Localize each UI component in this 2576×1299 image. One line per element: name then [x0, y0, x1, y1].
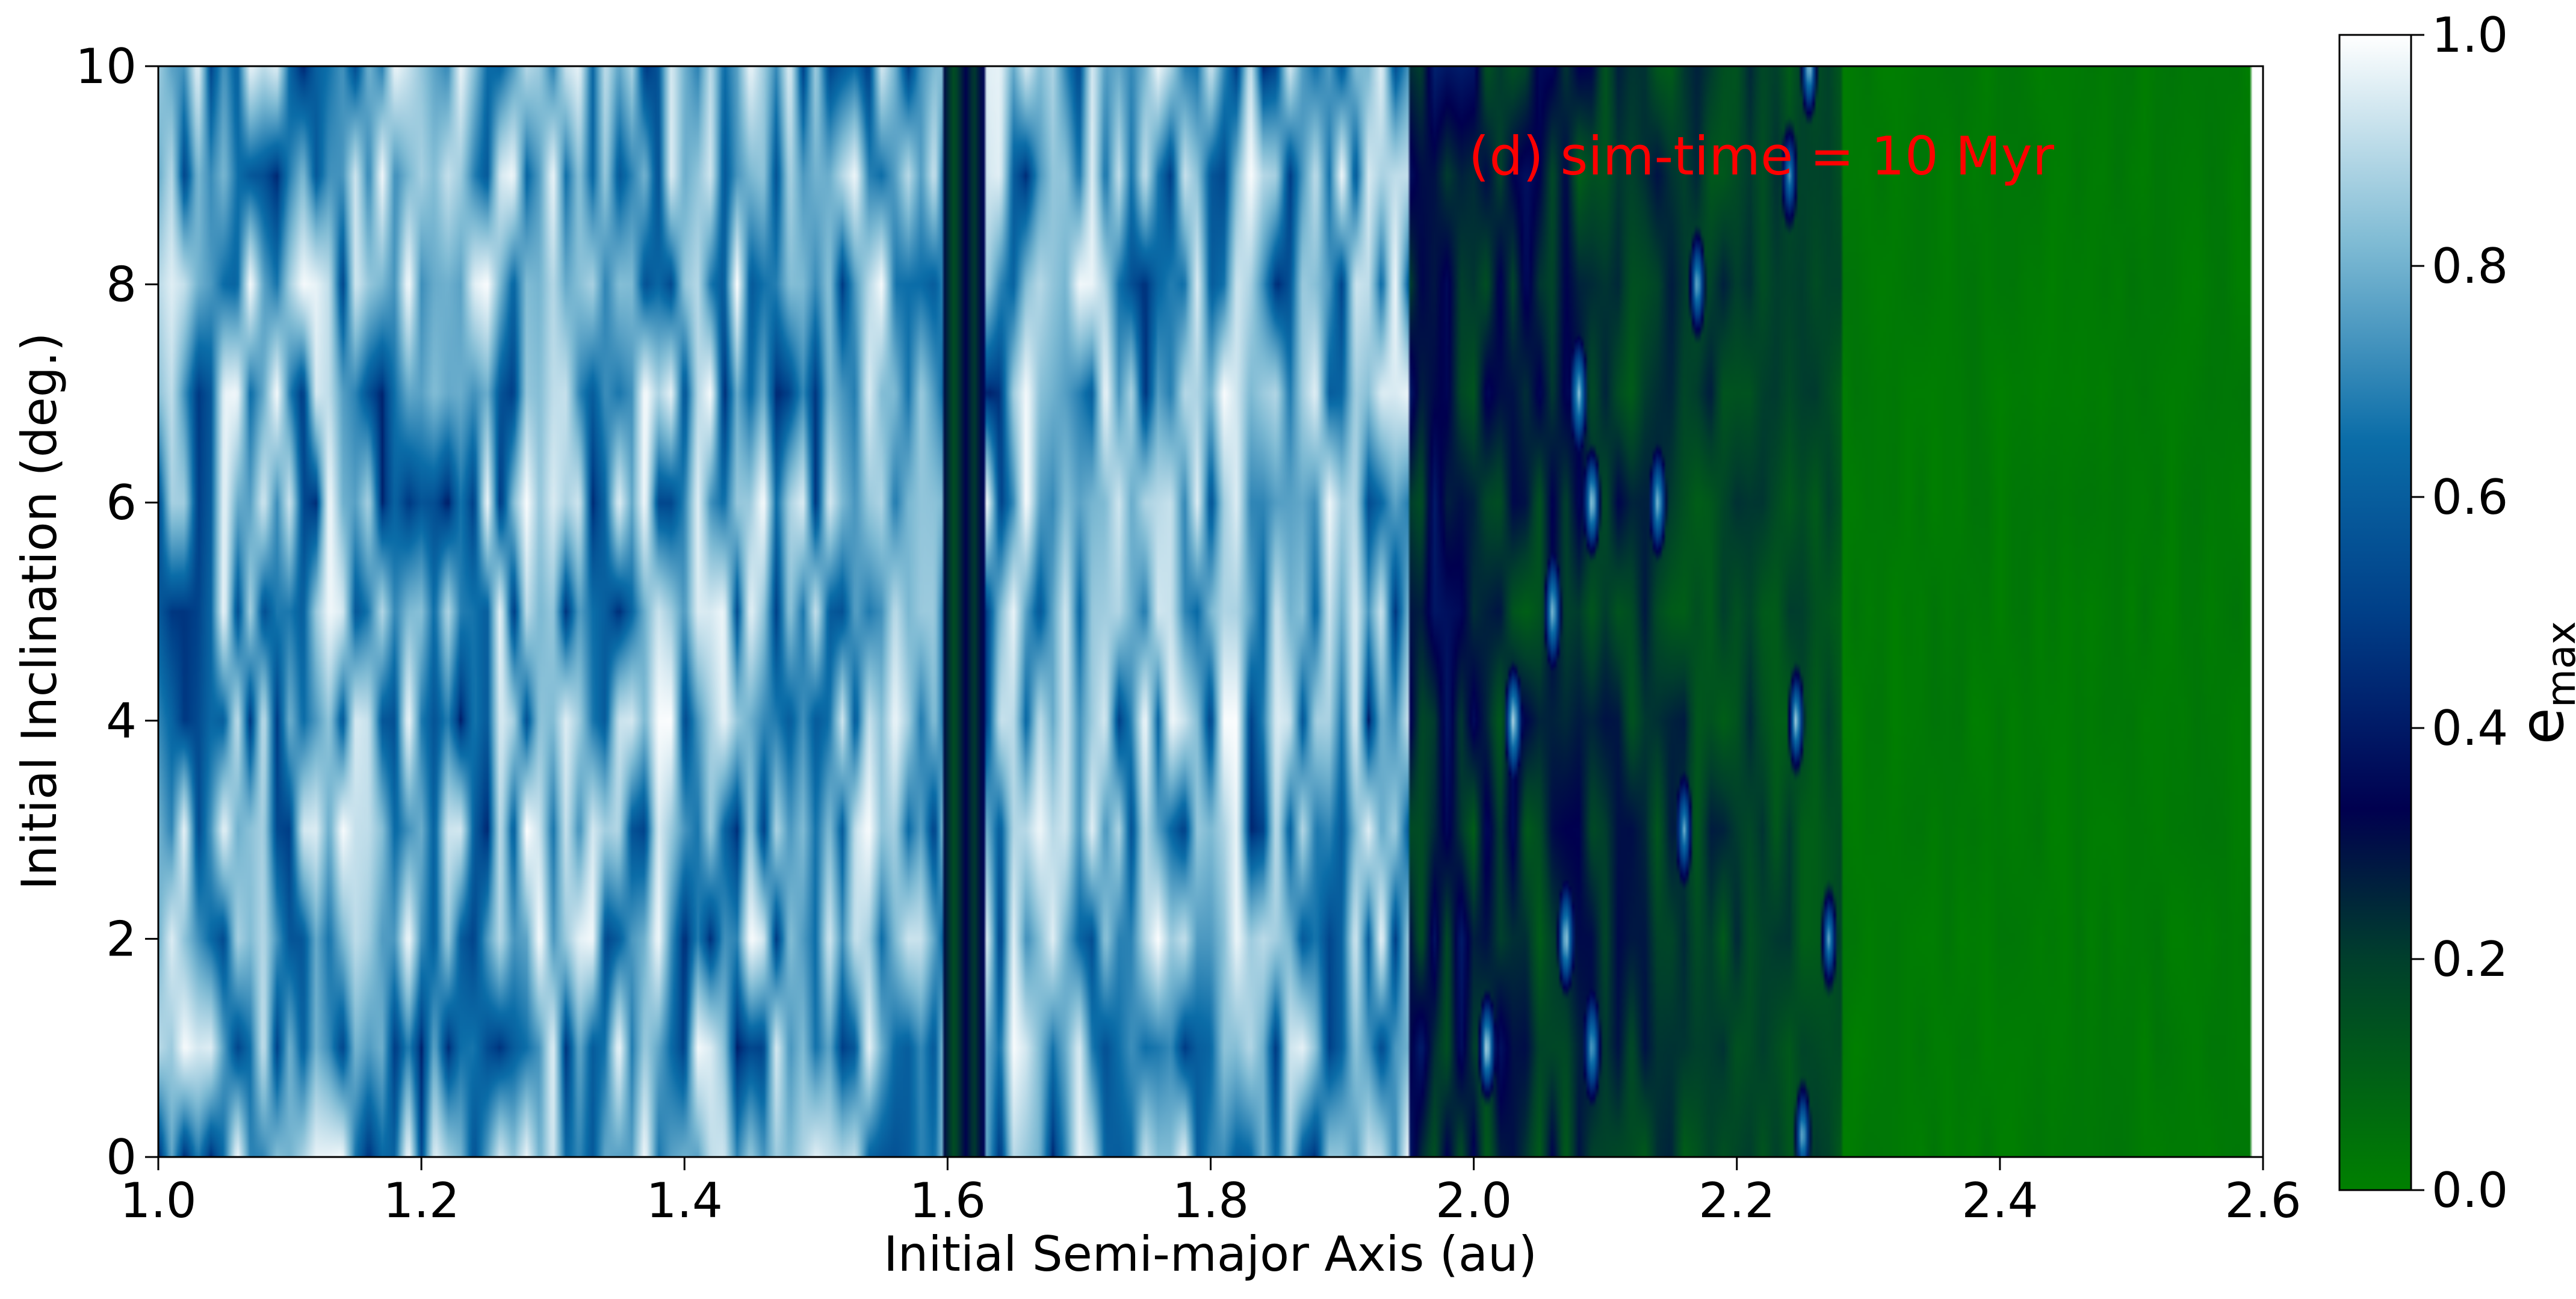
x-tick-label: 2.4: [1961, 1173, 2038, 1229]
colorbar-tick-label: 0.2: [2432, 931, 2508, 987]
x-axis-label: Initial Semi-major Axis (au): [884, 1226, 1537, 1282]
x-tick-label: 1.8: [1172, 1173, 1249, 1229]
colorbar-tick-label: 0.4: [2432, 700, 2508, 756]
x-axis-ticks: 1.0 1.2 1.4 1.6 1.8 2.0 2.2 2.4 2.6: [120, 1157, 2302, 1229]
y-tick-label: 8: [106, 257, 137, 313]
x-tick-label: 2.0: [1435, 1173, 1512, 1229]
colorbar-tick-label: 0.6: [2432, 469, 2508, 525]
y-tick-label: 0: [106, 1129, 137, 1185]
panel-annotation: (d) sim-time = 10 Myr: [1469, 125, 2055, 187]
y-tick-label: 2: [106, 911, 137, 967]
x-tick-label: 1.6: [909, 1173, 986, 1229]
colorbar-ticks: 0.0 0.2 0.4 0.6 0.8 1.0: [2411, 7, 2508, 1218]
colorbar-tick-label: 0.0: [2432, 1162, 2508, 1218]
x-tick-label: 1.2: [383, 1173, 460, 1229]
colorbar-label-sub: max: [2538, 621, 2576, 708]
colorbar-label-main: e: [2507, 708, 2576, 745]
y-tick-label: 10: [75, 39, 137, 94]
x-tick-label: 1.0: [120, 1173, 196, 1229]
y-tick-label: 4: [106, 693, 137, 749]
x-tick-label: 2.2: [1698, 1173, 1775, 1229]
y-axis-ticks: 0 2 4 6 8 10: [75, 39, 158, 1185]
colorbar-tick-label: 1.0: [2432, 7, 2508, 63]
heatmap-image: [158, 66, 2263, 1157]
y-axis-label: Initial Inclination (deg.): [11, 333, 67, 890]
colorbar-frame: [2338, 34, 2412, 1191]
heatmap-area: [158, 66, 2263, 1157]
x-tick-label: 2.6: [2225, 1173, 2301, 1229]
colorbar-gradient: [2339, 35, 2411, 1190]
colorbar-tick-label: 0.8: [2432, 238, 2508, 294]
colorbar-label: emax: [2507, 621, 2576, 744]
x-tick-label: 1.4: [646, 1173, 723, 1229]
y-tick-label: 6: [106, 475, 137, 531]
colorbar: 0.0 0.2 0.4 0.6 0.8 1.0 emax: [2338, 7, 2576, 1218]
